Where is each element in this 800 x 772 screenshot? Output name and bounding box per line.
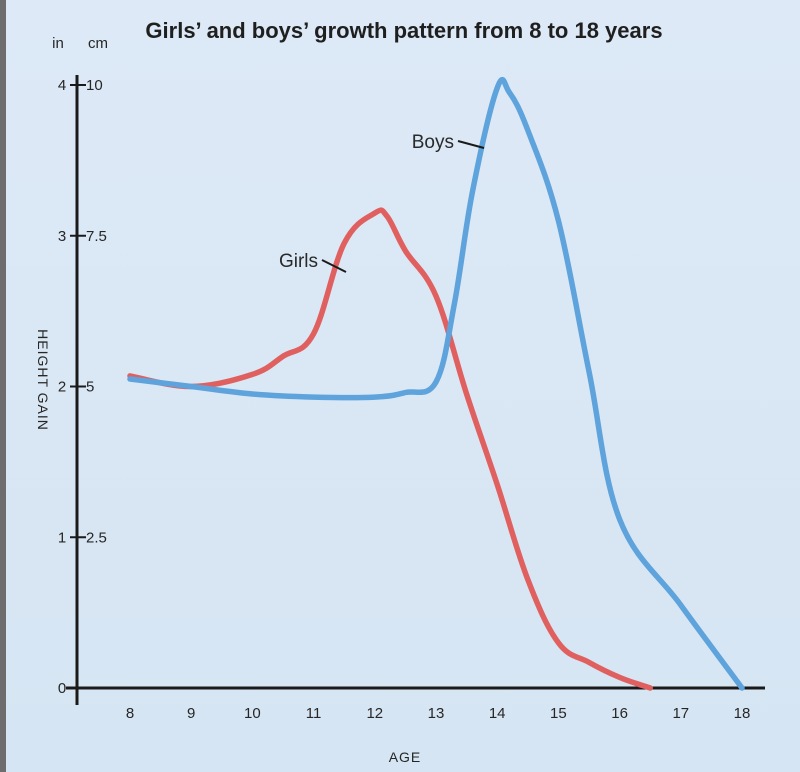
x-axis-title: AGE: [389, 749, 422, 765]
y-tick-label-cm: 7.5: [86, 228, 107, 245]
series-layer: [127, 76, 745, 691]
x-tick-label: 12: [366, 705, 383, 722]
y-tick-label-in: 1: [58, 529, 66, 546]
y-tick-label-cm: 5: [86, 379, 94, 396]
x-tick-label: 17: [672, 705, 689, 722]
x-tick-label: 15: [550, 705, 567, 722]
series-label-boys: Boys: [412, 132, 454, 153]
y-unit-cm: cm: [88, 35, 108, 52]
y-ticks: 0 1 2 3 4 2.5 5 7.5 10: [58, 77, 107, 697]
x-tick-label: 18: [734, 705, 751, 722]
y-tick-label-in: 0: [58, 680, 66, 697]
x-tick-label: 10: [244, 705, 261, 722]
annotation-layer: Girls Boys: [279, 132, 485, 273]
boys-leader-line: [457, 140, 485, 149]
chart-title: Girls’ and boys’ growth pattern from 8 t…: [145, 18, 662, 43]
y-tick-label-in: 2: [58, 379, 66, 396]
y-tick-label-in: 4: [58, 77, 66, 94]
x-tick-label: 13: [428, 705, 445, 722]
y-unit-in: in: [52, 35, 64, 52]
x-ticks: 8 9 10 11 12 13 14 15 16 17 18: [126, 705, 751, 722]
y-tick-label-cm: 10: [86, 77, 103, 94]
window-edge: [0, 0, 6, 772]
girls-leader-line: [321, 259, 347, 273]
x-tick-label: 14: [489, 705, 506, 722]
y-tick-label-cm: 2.5: [86, 529, 107, 546]
x-tick-label: 16: [611, 705, 628, 722]
series-label-girls: Girls: [279, 251, 318, 272]
y-axis-title: HEIGHT GAIN: [35, 329, 51, 431]
x-tick-label: 9: [187, 705, 195, 722]
x-tick-label: 8: [126, 705, 134, 722]
series-line-girls: [127, 207, 653, 691]
x-tick-label: 11: [306, 705, 322, 722]
y-tick-label-in: 3: [58, 228, 66, 245]
series-line-boys: [127, 76, 745, 691]
